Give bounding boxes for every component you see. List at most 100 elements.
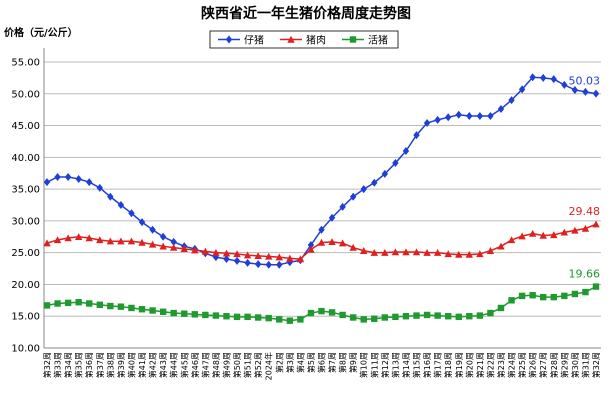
data-point <box>550 293 557 301</box>
legend-box <box>209 30 399 49</box>
data-point <box>497 105 505 114</box>
x-tick-label: 第37周 <box>95 352 105 378</box>
data-point <box>466 112 473 121</box>
data-point <box>191 246 199 254</box>
x-tick-label: 第8周 <box>338 352 348 373</box>
data-point <box>191 311 199 318</box>
data-point <box>360 185 367 194</box>
data-point <box>276 316 283 323</box>
data-point <box>254 314 262 321</box>
x-tick-label: 第44周 <box>169 352 179 378</box>
data-point <box>96 301 103 308</box>
data-point <box>476 112 484 121</box>
x-tick-label: 第34周 <box>63 352 73 378</box>
x-tick-label: 第45周 <box>179 352 189 378</box>
chart-title: 陕西省近一年生猪价格周度走势图 <box>201 5 411 22</box>
data-point <box>381 248 389 256</box>
data-point <box>64 234 72 242</box>
data-point <box>169 243 178 251</box>
x-tick-label: 第6周 <box>317 352 327 373</box>
data-point <box>128 209 135 218</box>
data-point <box>243 251 252 259</box>
x-tick-label: 第43周 <box>158 352 168 378</box>
data-point <box>518 232 526 240</box>
data-point <box>275 253 283 261</box>
x-tick-label: 第9周 <box>348 352 358 373</box>
data-point <box>85 234 93 242</box>
data-point <box>592 89 600 98</box>
data-point <box>265 314 272 322</box>
x-tick-label: 第33周 <box>53 352 63 378</box>
data-point <box>476 250 484 258</box>
x-tick-label: 第32周 <box>42 352 52 378</box>
x-tick-label: 第17周 <box>433 352 443 378</box>
x-tick-label: 第15周 <box>412 352 422 378</box>
data-point <box>233 250 241 258</box>
data-point <box>244 258 251 267</box>
legend-label: 猪肉 <box>306 34 326 47</box>
y-tick-label: 30.00 <box>11 216 40 227</box>
x-tick-label: 第29周 <box>559 352 569 378</box>
x-tick-label: 第14周 <box>401 352 411 378</box>
x-tick-label: 第50周 <box>232 352 242 378</box>
data-point <box>444 313 452 320</box>
data-point <box>107 192 114 201</box>
data-point <box>212 248 220 256</box>
data-point <box>307 245 315 253</box>
data-point <box>265 252 273 260</box>
x-tick-label: 第2周 <box>274 352 284 373</box>
data-point <box>86 300 93 307</box>
data-point <box>349 314 357 321</box>
data-point <box>455 250 463 258</box>
legend-label: 活猪 <box>368 35 388 47</box>
y-tick-label: 40.00 <box>11 153 40 164</box>
data-point <box>508 297 515 304</box>
data-point <box>371 315 378 322</box>
x-tick-label: 第31周 <box>580 352 590 378</box>
x-tick-label: 第32周 <box>591 352 601 378</box>
data-point <box>64 299 72 307</box>
data-point <box>148 240 157 248</box>
data-point <box>117 237 125 245</box>
data-point <box>528 229 537 237</box>
data-point <box>371 178 378 187</box>
data-point <box>222 249 231 257</box>
data-point <box>433 248 442 256</box>
data-point <box>455 110 462 119</box>
data-label: 29.48 <box>569 205 601 218</box>
y-tick-label: 55.00 <box>11 58 40 69</box>
y-axis-label: 价格（元/公斤） <box>4 26 78 39</box>
data-point <box>127 237 136 245</box>
x-tick-label: 第35周 <box>74 352 84 378</box>
data-point <box>223 313 230 320</box>
data-point <box>338 239 347 247</box>
data-point <box>571 290 579 298</box>
data-point <box>297 316 304 323</box>
y-tick-label: 50.00 <box>11 89 40 100</box>
x-tick-label: 第5周 <box>306 352 316 373</box>
y-tick-label: 45.00 <box>11 121 40 132</box>
data-point <box>339 202 346 211</box>
x-tick-label: 第46周 <box>190 352 200 378</box>
data-point <box>561 292 568 300</box>
x-tick-label: 第3周 <box>285 352 295 373</box>
data-point <box>202 311 209 319</box>
x-tick-label: 第36周 <box>84 352 94 378</box>
data-point <box>201 247 210 255</box>
data-point <box>212 312 220 319</box>
data-point <box>423 311 431 319</box>
data-point <box>233 256 241 265</box>
data-point <box>225 35 233 44</box>
data-point <box>391 248 400 256</box>
x-tick-label: 第48周 <box>211 352 221 378</box>
x-tick-label: 第16周 <box>422 352 432 378</box>
data-label: 19.66 <box>569 268 601 281</box>
x-tick-label: 第19周 <box>454 352 464 378</box>
x-tick-label: 第49周 <box>221 352 231 378</box>
data-point <box>571 85 579 94</box>
x-tick-label: 第25周 <box>517 352 527 378</box>
data-point <box>74 233 83 240</box>
x-tick-label: 2024年 <box>264 352 274 380</box>
data-point <box>518 85 526 94</box>
data-point <box>54 173 61 182</box>
